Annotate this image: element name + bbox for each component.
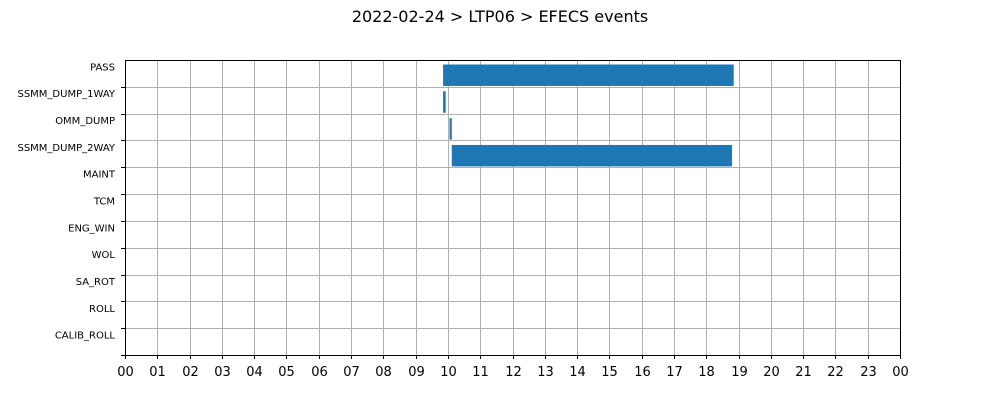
y-category-label: SSMM_DUMP_2WAY xyxy=(17,143,115,154)
x-tick-label: 03 xyxy=(214,365,231,380)
y-category-label: ENG_WIN xyxy=(68,223,115,234)
x-tick-label: 16 xyxy=(634,365,651,380)
x-tick-label: 21 xyxy=(795,365,812,380)
event-bar-ssmm-dump-2way xyxy=(451,144,733,167)
x-tick-label: 11 xyxy=(472,365,489,380)
x-tick-label: 18 xyxy=(698,365,715,380)
event-bars xyxy=(443,64,734,167)
x-tick-label: 23 xyxy=(860,365,877,380)
y-category-label: WOL xyxy=(92,250,116,261)
y-category-label: CALIB_ROLL xyxy=(55,331,116,342)
y-category-label: SA_ROT xyxy=(76,277,116,288)
x-tick-label: 10 xyxy=(440,365,457,380)
x-tick-label: 19 xyxy=(731,365,748,380)
x-tick-label: 13 xyxy=(537,365,554,380)
x-tick-label: 01 xyxy=(149,365,166,380)
x-axis-ticks: 00 01 02 03 04 05 06 07 08 09 10 11 12 13 14 15 16 17 18 19… xyxy=(117,355,909,380)
plot-frame xyxy=(125,60,901,356)
x-tick-label: 12 xyxy=(505,365,522,380)
x-tick-label: 22 xyxy=(827,365,844,380)
x-tick-label: 15 xyxy=(601,365,618,380)
y-category-label: ROLL xyxy=(89,304,115,315)
y-category-label: OMM_DUMP xyxy=(55,116,115,127)
x-tick-label: 02 xyxy=(182,365,199,380)
event-bar-pass xyxy=(443,64,734,86)
x-tick-label: 04 xyxy=(246,365,263,380)
event-bar-omm-dump xyxy=(449,118,452,140)
x-tick-label: 20 xyxy=(763,365,780,380)
chart-title: 2022-02-24 > LTP06 > EFECS events xyxy=(352,7,648,26)
x-tick-label: 00 xyxy=(117,365,134,380)
y-axis-ticks: PASS SSMM_DUMP_1WAY OMM_DUMP SSMM_DUMP_2WAY… xyxy=(17,62,125,356)
event-bar-ssmm-dump-1way xyxy=(443,91,446,113)
y-category-label: TCM xyxy=(93,197,115,208)
x-tick-label: 17 xyxy=(666,365,683,380)
x-tick-label: 05 xyxy=(278,365,295,380)
x-tick-label: 06 xyxy=(311,365,328,380)
x-tick-label: 14 xyxy=(569,365,586,380)
x-tick-label: 08 xyxy=(375,365,392,380)
y-category-label: MAINT xyxy=(83,170,116,181)
y-category-label: SSMM_DUMP_1WAY xyxy=(17,89,115,100)
x-tick-label: 00 xyxy=(892,365,909,380)
x-tick-label: 07 xyxy=(343,365,360,380)
y-category-label: PASS xyxy=(90,62,115,73)
grid xyxy=(125,60,901,355)
x-tick-label: 09 xyxy=(408,365,425,380)
